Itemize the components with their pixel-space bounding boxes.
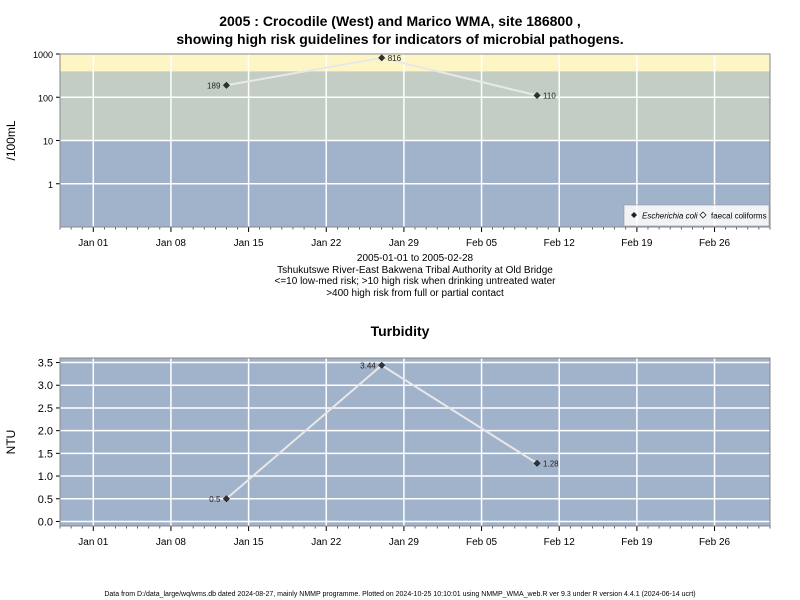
chart-title-line1: 2005 : Crocodile (West) and Marico WMA, … (219, 13, 581, 29)
subtitle-period: 2005-01-01 to 2005-02-28 (356, 253, 474, 264)
data-point (533, 91, 541, 100)
x-tick-label: Jan 08 (156, 238, 186, 249)
x-tick-label: Feb 05 (466, 238, 498, 249)
x-tick-label: Jan 22 (311, 238, 341, 249)
data-label: 3.44 (360, 361, 376, 370)
data-point (378, 54, 386, 62)
subtitle-guideline-drinking: <=10 low-med risk; >10 high risk when dr… (274, 276, 556, 287)
x-tick-label: Jan 29 (389, 238, 419, 249)
y-tick-label: 1 (48, 180, 53, 190)
risk-band-2 (60, 54, 770, 72)
data-point (378, 361, 386, 369)
x-tick-label: Jan 08 (156, 537, 186, 548)
y-tick-label: 1.5 (38, 448, 53, 460)
y-tick-label: 3.5 (38, 358, 53, 370)
data-label: 1.28 (543, 459, 559, 468)
data-label: 110 (543, 91, 556, 100)
turbidity-chart: Jan 01 Jan 08 Jan 15 Jan 22 Jan 29 Feb 05 Feb … (4, 357, 771, 548)
y-tick-label: 1000 (33, 50, 53, 60)
y-tick-label: 0.0 (38, 516, 53, 528)
y-axis-label: /100mL (4, 120, 18, 160)
y-axis-label: NTU (4, 430, 18, 455)
turbidity-title: Turbidity (370, 323, 430, 339)
y-tick-label: 10 (43, 137, 53, 147)
data-point (222, 81, 230, 89)
x-tick-label: Feb 12 (544, 537, 576, 548)
x-tick-label: Feb 19 (621, 238, 653, 249)
x-tick-label: Jan 01 (78, 537, 108, 548)
data-point (222, 495, 230, 503)
chart-title-line2: showing high risk guidelines for indicat… (176, 31, 624, 47)
x-tick-label: Feb 26 (699, 537, 731, 548)
microbial-chart: Jan 01 Jan 08 Jan 15 Jan 22 Jan 29 Feb 05 Feb … (4, 50, 771, 249)
plot-frame (59, 53, 771, 228)
plot-background (60, 358, 770, 526)
legend-label-ecoli: Escherichia coli (642, 212, 698, 221)
legend-marker-ecoli (631, 212, 637, 218)
subtitle-guideline-contact: >400 high risk from full or partial cont… (326, 287, 504, 299)
legend: Escherichia coli faecal coliforms (623, 204, 770, 227)
y-tick-label: 100 (38, 93, 53, 103)
x-tick-label: Jan 15 (234, 537, 264, 548)
y-tick-label: 3.0 (38, 380, 53, 392)
legend-label-faecal: faecal coliforms (711, 212, 767, 221)
x-tick-label: Jan 29 (389, 537, 419, 548)
data-label: 0.5 (209, 495, 221, 504)
legend-marker-faecal (699, 211, 707, 219)
data-point (533, 459, 541, 467)
x-tick-label: Feb 26 (699, 238, 731, 249)
y-tick-label: 2.5 (38, 403, 53, 415)
x-tick-label: Jan 01 (78, 238, 108, 249)
y-tick-label: 1.0 (38, 471, 53, 483)
data-label: 816 (388, 54, 402, 63)
footer-note: Data from D:/data_large/wq/wms.db dated … (104, 591, 695, 598)
x-tick-label: Jan 15 (234, 238, 264, 249)
plot-frame (59, 357, 771, 527)
x-tick-label: Feb 05 (466, 537, 498, 548)
y-tick-label: 2.0 (38, 426, 53, 438)
chart-subtitle: 2005-01-01 to 2005-02-28 Tshukutswe Rive… (0, 253, 800, 299)
subtitle-site: Tshukutswe River-East Bakwena Tribal Aut… (277, 264, 553, 276)
x-tick-label: Feb 19 (621, 537, 653, 548)
legend-box (623, 204, 770, 227)
y-tick-label: 0.5 (38, 494, 53, 506)
x-tick-label: Jan 22 (311, 537, 341, 548)
risk-band-1 (60, 71, 770, 141)
x-tick-label: Feb 12 (544, 238, 576, 249)
data-label: 189 (207, 81, 221, 90)
